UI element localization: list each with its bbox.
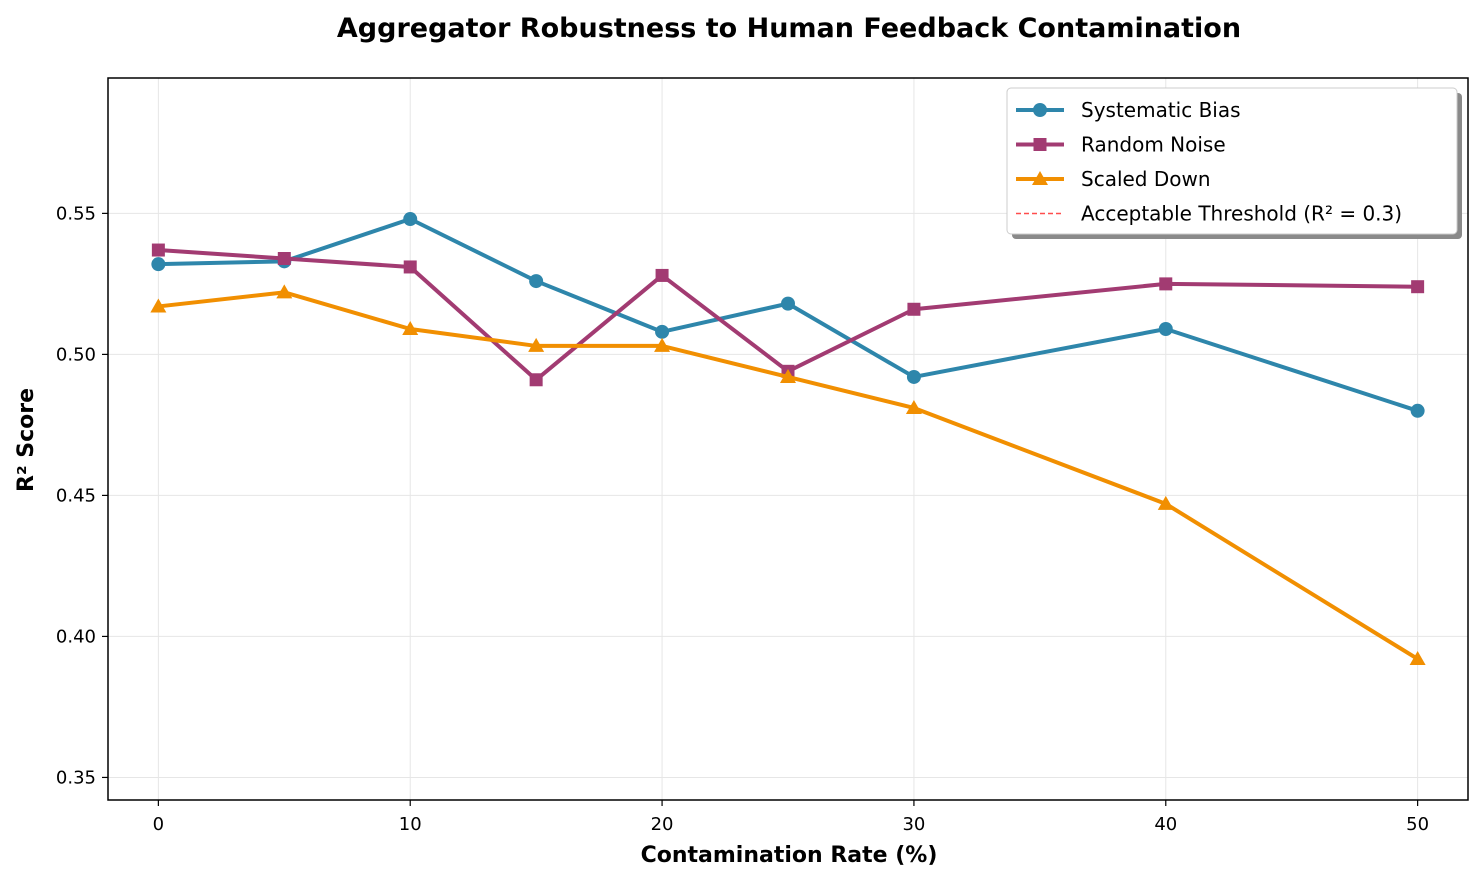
data-point [403,260,417,274]
legend-marker [1033,138,1047,151]
data-point [1158,322,1173,337]
legend-label: Random Noise [1081,133,1226,157]
y-axis-label: R² Score [14,388,39,492]
data-point [150,298,167,313]
data-point [1410,403,1425,418]
series-systematic-bias [151,212,1425,418]
legend-marker [1032,171,1048,185]
data-point [528,337,545,352]
legend: Systematic Bias Random Noise Scaled Down Ac… [1006,87,1462,239]
legend-entry: Scaled Down [1016,167,1211,191]
data-point [529,274,544,289]
ticks: 0 10 20 30 40 50 0.35 0.40 0.45 0.50 0.55 [56,203,1429,835]
y-tick-label: 0.55 [56,203,96,224]
y-tick-label: 0.50 [56,344,96,365]
x-tick-label: 30 [902,814,925,835]
data-point [1159,277,1173,291]
legend-entry: Random Noise [1016,133,1226,157]
y-tick-label: 0.35 [56,767,96,788]
x-tick-label: 20 [651,814,674,835]
legend-label: Systematic Bias [1081,98,1241,122]
x-tick-label: 40 [1154,814,1177,835]
legend-label: Scaled Down [1081,167,1211,191]
legend-label: Acceptable Threshold (R² = 0.3) [1081,202,1402,226]
data-point [1157,495,1174,510]
series-random-noise [151,243,1425,387]
chart-title: Aggregator Robustness to Human Feedback … [337,13,1241,44]
y-tick-label: 0.40 [56,626,96,647]
data-point [905,399,922,414]
series-line [156,290,1420,661]
data-point [276,284,293,299]
data-point [781,296,795,311]
data-point [655,268,669,282]
series-line [156,248,1420,382]
series-scaled-down [150,284,1426,665]
legend-entry: Systematic Bias [1016,98,1241,122]
plot-frame [107,77,1469,801]
legend-marker [1033,103,1047,117]
data-point [529,373,543,387]
data-point [906,369,921,384]
data-point [654,337,671,352]
data-point [907,302,921,316]
y-tick-label: 0.45 [56,485,96,506]
data-point [403,212,418,227]
data-point [151,257,166,272]
legend-entry: Acceptable Threshold (R² = 0.3) [1016,202,1402,226]
data-point [655,324,670,339]
legend-box [1006,87,1458,235]
plot-series [150,212,1426,665]
x-axis-label: Contamination Rate (%) [641,843,938,868]
data-point [780,368,796,383]
x-tick-label: 0 [153,814,164,835]
data-point [151,243,165,257]
data-point [402,321,419,336]
data-point [1409,650,1426,665]
data-point [277,252,291,265]
data-point [1411,280,1425,294]
x-tick-label: 10 [399,814,422,835]
x-tick-label: 50 [1406,814,1429,835]
